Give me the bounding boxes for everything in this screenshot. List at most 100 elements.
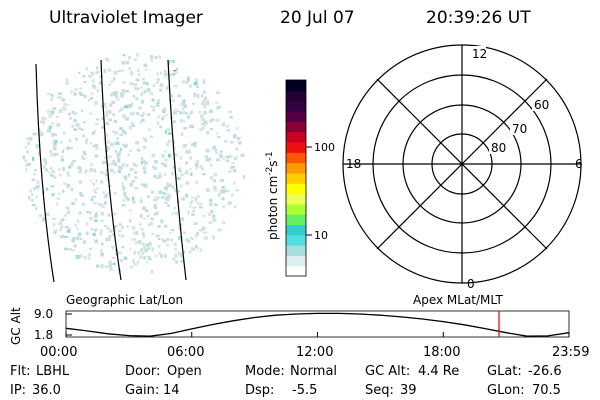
emission-pixel [31,204,36,207]
emission-pixel [101,171,104,174]
emission-pixel [94,168,96,173]
emission-pixel [173,146,176,149]
emission-pixel [185,181,189,185]
emission-pixel [177,94,182,98]
emission-pixel [100,170,103,174]
emission-pixel [48,129,51,133]
emission-pixel [127,173,131,177]
emission-pixel [203,124,206,129]
emission-pixel [96,66,99,70]
emission-pixel [63,103,67,106]
emission-pixel [126,104,131,108]
emission-pixel [35,206,38,211]
emission-pixel [85,231,89,236]
emission-pixel [146,82,149,86]
emission-pixel [213,145,217,149]
emission-pixel [156,77,160,82]
emission-pixel [182,251,186,254]
emission-pixel [39,132,42,137]
emission-pixel [179,253,183,257]
emission-pixel [64,247,68,251]
colorbar-frame [285,79,307,277]
emission-pixel [202,231,207,234]
emission-pixel [94,101,99,106]
emission-pixel [51,169,55,173]
emission-pixel [166,128,170,132]
emission-pixel [139,255,143,259]
emission-pixel [100,249,103,254]
emission-pixel [91,131,95,136]
emission-pixel [163,186,167,190]
emission-pixel [175,70,178,74]
status-flt-key: Flt: [10,364,31,379]
emission-pixel [166,193,171,197]
emission-pixel [93,201,97,205]
emission-pixel [95,211,98,216]
emission-pixel [121,225,124,229]
emission-pixel [158,245,161,248]
emission-pixel [147,255,151,260]
emission-pixel [60,225,63,229]
emission-pixel [185,81,188,84]
emission-pixel [112,262,116,266]
emission-pixel [151,190,155,194]
emission-pixel [210,176,213,180]
emission-pixel [66,183,70,188]
emission-pixel [94,123,99,126]
emission-pixel [100,180,104,184]
colorbar-swatch [286,203,306,215]
emission-pixel [131,226,135,229]
emission-pixel [101,117,105,121]
emission-pixel [151,98,155,102]
emission-pixel [111,245,115,249]
emission-pixel [128,103,133,108]
emission-pixel [195,162,198,167]
emission-pixel [134,175,138,179]
emission-pixel [172,99,176,102]
emission-pixel [163,70,168,75]
emission-pixel [46,92,50,96]
emission-pixel [240,153,245,157]
emission-pixel [119,107,124,112]
emission-pixel [105,121,110,126]
emission-pixel [204,155,209,158]
emission-pixel [113,71,118,75]
emission-pixel [133,262,138,266]
emission-pixel [137,87,140,91]
emission-pixel [229,141,234,144]
emission-pixel [62,167,65,171]
emission-pixel [223,186,226,189]
emission-pixel [62,149,65,154]
emission-pixel [122,114,126,118]
emission-pixel [82,240,87,244]
emission-pixel [226,129,230,132]
emission-pixel [161,117,165,121]
emission-pixel [140,86,144,89]
altitude-series-line [65,312,570,337]
emission-pixel [124,196,128,199]
emission-pixel [114,141,117,146]
emission-pixel [101,126,106,129]
y-tick-label-9: 9.0 [34,307,53,321]
emission-pixel [144,68,148,71]
emission-pixel [74,122,78,126]
emission-pixel [80,128,84,131]
emission-pixel [161,196,164,199]
emission-pixel [142,242,145,246]
emission-pixel [144,139,147,142]
emission-pixel [207,157,212,161]
emission-pixel [56,197,60,200]
emission-pixel [191,143,195,147]
emission-pixel [156,81,159,84]
emission-pixel [199,248,202,252]
emission-pixel [178,167,181,172]
emission-pixel [198,110,201,114]
emission-pixel [142,77,145,81]
emission-pixel [117,158,121,163]
emission-pixel [201,118,205,121]
emission-pixel [68,248,72,251]
emission-pixel [185,194,188,198]
emission-pixel [93,189,96,192]
emission-pixel [116,98,120,101]
emission-pixel [116,153,121,157]
